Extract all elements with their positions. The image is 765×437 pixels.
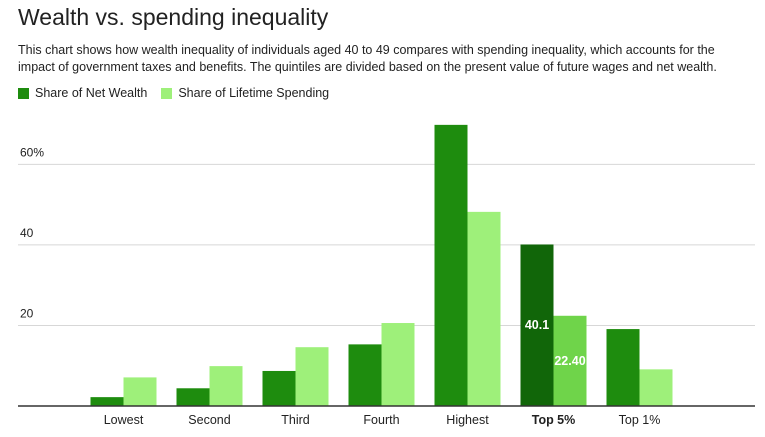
bar-wealth-fourth — [348, 344, 382, 406]
legend-label-wealth: Share of Net Wealth — [35, 86, 148, 100]
bar-spending-highest — [467, 211, 501, 406]
data-label-wealth: 40.1 — [525, 318, 549, 332]
x-tick-label-highest: Highest — [446, 413, 489, 427]
legend-item-spending: Share of Lifetime Spending — [161, 86, 329, 100]
bar-wealth-highest — [434, 124, 468, 406]
x-tick-label-second: Second — [188, 413, 230, 427]
legend-item-wealth: Share of Net Wealth — [18, 86, 147, 100]
x-tick-label-lowest: Lowest — [104, 413, 144, 427]
bar-wealth-top-5- — [520, 244, 554, 406]
bar-spending-top-1- — [639, 369, 673, 406]
bar-wealth-lowest — [90, 397, 124, 406]
y-tick-label-40: 40 — [20, 226, 34, 240]
legend: Share of Net Wealth Share of Lifetime Sp… — [18, 86, 343, 100]
bar-spending-top-5- — [553, 315, 587, 406]
bar-spending-lowest — [123, 377, 157, 406]
bar-wealth-third — [262, 370, 296, 406]
bar-wealth-top-1- — [606, 329, 640, 406]
bar-spending-fourth — [381, 323, 415, 406]
legend-label-spending: Share of Lifetime Spending — [178, 86, 330, 100]
x-tick-label-third: Third — [281, 413, 310, 427]
bar-spending-third — [295, 347, 329, 406]
legend-swatch-spending — [161, 87, 173, 99]
bar-wealth-second — [176, 388, 210, 406]
y-tick-label-20: 20 — [20, 306, 34, 320]
y-tick-label-60: 60% — [20, 145, 44, 159]
x-tick-label-top-1-: Top 1% — [619, 413, 661, 427]
bar-spending-second — [209, 366, 243, 406]
x-tick-label-fourth: Fourth — [363, 413, 399, 427]
chart-subtitle: This chart shows how wealth inequality o… — [18, 43, 717, 74]
x-tick-label-top-5-: Top 5% — [532, 413, 576, 427]
legend-swatch-wealth — [18, 87, 29, 99]
chart-title: Wealth vs. spending inequality — [18, 4, 329, 30]
data-label-spending: 22.40 — [554, 354, 585, 368]
